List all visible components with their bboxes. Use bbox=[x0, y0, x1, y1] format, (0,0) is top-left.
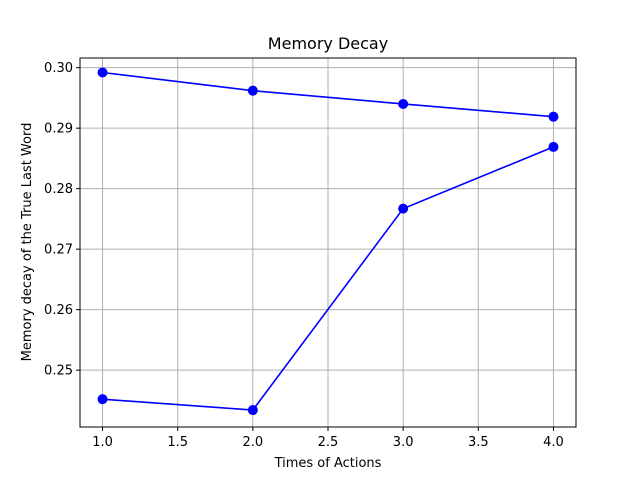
x-tick-label: 4.0 bbox=[543, 435, 564, 450]
x-tick-label: 1.0 bbox=[92, 435, 113, 450]
y-tick-label: 0.25 bbox=[44, 364, 73, 379]
data-point bbox=[247, 85, 258, 96]
grid bbox=[80, 58, 576, 427]
y-tick-label: 0.28 bbox=[44, 182, 73, 197]
data-point bbox=[398, 203, 409, 214]
y-tick-label: 0.27 bbox=[44, 243, 73, 258]
x-tick-label: 3.5 bbox=[468, 435, 489, 450]
data-point bbox=[548, 141, 559, 152]
series-line-1 bbox=[102, 71, 554, 118]
data-point bbox=[247, 405, 258, 416]
x-tick-label: 2.0 bbox=[243, 435, 264, 450]
x-axis-label: Times of Actions bbox=[274, 456, 382, 471]
data-point bbox=[97, 394, 108, 405]
data-point bbox=[548, 111, 559, 122]
y-tick-label: 0.26 bbox=[44, 303, 73, 318]
y-tick-label: 0.29 bbox=[44, 122, 73, 137]
chart-title: Memory Decay bbox=[268, 34, 388, 53]
y-axis-label: Memory decay of the True Last Word bbox=[20, 123, 35, 362]
ticks: 1.0 1.5 2.0 2.5 3.0 3.5 4.0 0.25 0.26 0.27 0.28 0.2… bbox=[44, 61, 564, 450]
series-group bbox=[97, 67, 559, 416]
x-tick-label: 3.0 bbox=[393, 435, 414, 450]
series-line-2 bbox=[102, 146, 554, 411]
x-tick-label: 2.5 bbox=[318, 435, 339, 450]
data-point bbox=[398, 98, 409, 109]
x-tick-label: 1.5 bbox=[167, 435, 188, 450]
y-tick-label: 0.30 bbox=[44, 61, 73, 76]
data-point bbox=[97, 67, 108, 78]
